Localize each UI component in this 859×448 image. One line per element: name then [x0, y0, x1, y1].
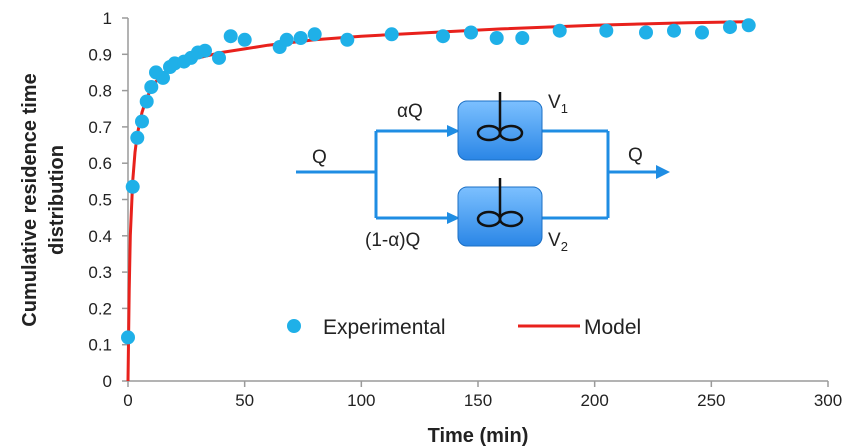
- y-axis-title-line1: Cumulative residence time: [19, 73, 41, 326]
- upper-branch-arrowhead: [447, 125, 460, 137]
- y-tick-label: 0: [103, 372, 112, 391]
- y-axis-ticks: 0 0.1 0.2 0.3 0.4 0.5 0.6 0.7 0.8 0.9 1: [88, 9, 128, 391]
- experimental-point: [667, 23, 681, 38]
- experimental-point: [436, 29, 450, 44]
- experimental-point: [515, 31, 530, 45]
- y-tick-label: 0.1: [88, 336, 112, 355]
- legend-model-label: Model: [584, 316, 641, 339]
- tank-1-volume-label: V1: [548, 92, 568, 116]
- y-tick-label: 0.7: [88, 118, 112, 137]
- experimental-point: [741, 18, 756, 33]
- lower-stream-label: (1-α)Q: [365, 230, 420, 251]
- x-axis-ticks: 0 50 100 150 200 250 300: [123, 381, 842, 410]
- x-tick-label: 200: [580, 391, 608, 410]
- y-tick-label: 0.3: [88, 263, 112, 282]
- experimental-point: [237, 32, 252, 47]
- y-axis-title-line2: distribution: [46, 145, 68, 255]
- tank-2-agitator-icon: [476, 178, 524, 228]
- y-tick-label: 0.5: [88, 191, 112, 210]
- experimental-point: [223, 29, 238, 44]
- experimental-point: [212, 50, 226, 65]
- experimental-point: [279, 32, 294, 47]
- experimental-point: [552, 23, 567, 38]
- x-tick-label: 300: [814, 391, 842, 410]
- experimental-point: [489, 31, 504, 45]
- upper-stream-label: αQ: [397, 101, 423, 122]
- legend-experimental-label: Experimental: [323, 316, 446, 339]
- x-tick-label: 100: [347, 391, 375, 410]
- tank-2-volume-label: V2: [548, 230, 568, 254]
- experimental-series: [121, 18, 756, 345]
- tank-1-agitator-icon: [476, 92, 524, 142]
- tank-1-volume-letter: V: [548, 92, 561, 113]
- y-tick-label: 0.6: [88, 154, 112, 173]
- x-tick-label: 150: [464, 391, 492, 410]
- experimental-point: [135, 114, 149, 129]
- experimental-point: [293, 31, 308, 45]
- experimental-point: [139, 94, 154, 109]
- lower-branch-arrowhead: [447, 212, 460, 224]
- experimental-point: [723, 20, 737, 35]
- x-tick-label: 50: [235, 391, 254, 410]
- experimental-point: [121, 330, 135, 345]
- tank-2-volume-letter: V: [548, 230, 561, 251]
- experimental-point: [464, 25, 478, 40]
- y-tick-label: 0.9: [88, 45, 112, 64]
- flow-diagram: Q Q αQ (1-α)Q V1 V2: [296, 92, 670, 254]
- experimental-point: [130, 130, 145, 145]
- y-tick-label: 0.2: [88, 299, 112, 318]
- legend-experimental-marker: [287, 319, 301, 333]
- inlet-flow-label: Q: [312, 147, 327, 168]
- experimental-point: [695, 25, 709, 40]
- outlet-flow-label: Q: [628, 145, 643, 166]
- experimental-point: [639, 25, 653, 40]
- experimental-point: [144, 80, 159, 94]
- experimental-point: [340, 32, 355, 47]
- y-tick-label: 0.8: [88, 82, 112, 101]
- experimental-point: [599, 23, 614, 38]
- experimental-point: [384, 27, 399, 42]
- y-tick-label: 0.4: [88, 227, 112, 246]
- legend: Experimental Model: [287, 316, 641, 339]
- tank-1-volume-subscript: 1: [561, 101, 568, 116]
- experimental-point: [198, 43, 212, 58]
- outlet-arrowhead: [656, 165, 670, 179]
- y-tick-label: 1: [103, 9, 112, 28]
- x-axis-title: Time (min): [428, 425, 529, 447]
- x-tick-label: 250: [697, 391, 725, 410]
- x-tick-label: 0: [123, 391, 132, 410]
- experimental-point: [125, 179, 140, 194]
- experimental-point: [156, 70, 170, 85]
- experimental-point: [307, 27, 322, 42]
- tank-2-volume-subscript: 2: [561, 239, 568, 254]
